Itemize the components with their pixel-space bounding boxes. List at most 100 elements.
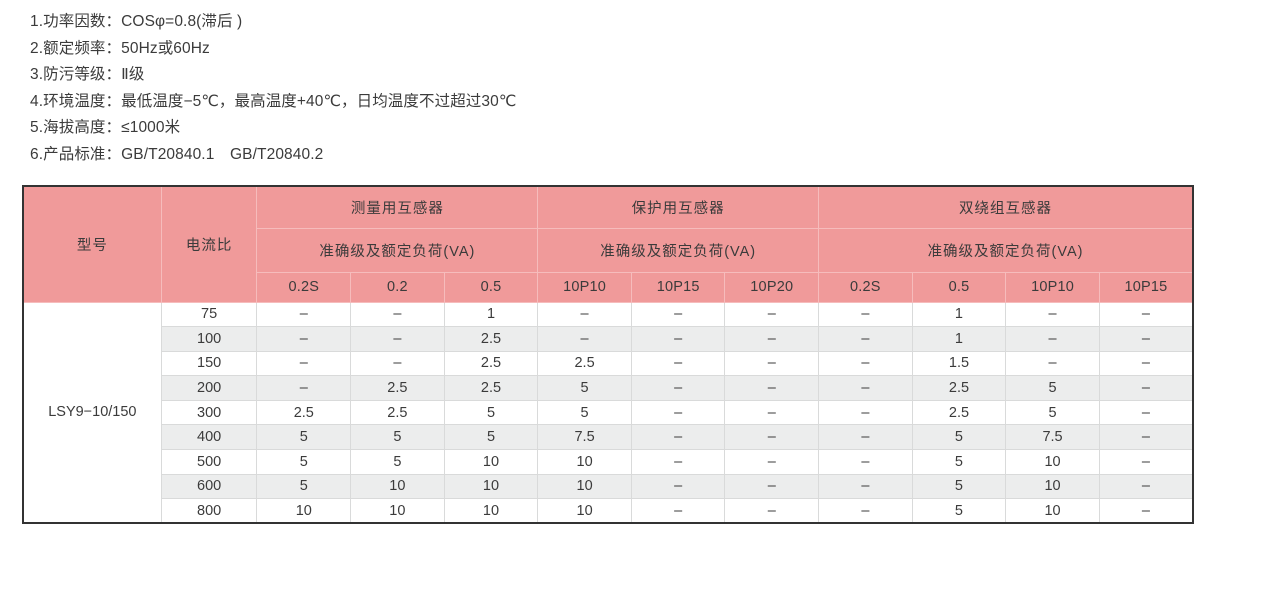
column-header-measurement-1: 0.2 <box>350 271 445 303</box>
spec-line-ambient-temperature: 4.环境温度：最低温度−5℃，最高温度+40℃，日均温度不过超过30℃ <box>30 92 517 110</box>
column-header-protection-0: 10P10 <box>537 271 632 303</box>
column-header-measurement-0: 0.2S <box>256 271 352 303</box>
cell-value: – <box>350 301 445 328</box>
cell-value: – <box>818 498 913 524</box>
cell-value: – <box>630 498 726 524</box>
cell-value: – <box>256 326 352 352</box>
group-title-dual-winding: 双绕组互感器 <box>818 185 1194 229</box>
cell-current-ratio: 75 <box>160 301 258 328</box>
spec-line-altitude: 5.海拔高度：≤1000米 <box>30 119 181 136</box>
cell-value: – <box>818 424 913 451</box>
column-header-dual-2: 10P10 <box>1005 271 1100 303</box>
cell-value: – <box>630 375 726 401</box>
cell-value: – <box>818 449 913 475</box>
cell-value: – <box>724 399 820 426</box>
cell-value: – <box>1098 399 1194 426</box>
cell-value: 10 <box>537 473 632 500</box>
column-header-dual-1: 0.5 <box>911 271 1007 303</box>
cell-value: – <box>630 350 726 377</box>
cell-value: 10 <box>537 449 632 475</box>
cell-value: – <box>724 424 820 451</box>
cell-value: – <box>1098 375 1194 401</box>
spec-line-product-standard: 6.产品标准：GB/T20840.1 GB/T20840.2 <box>30 145 324 163</box>
cell-value: 10 <box>1005 449 1100 475</box>
table-head: 型号 电流比 测量用互感器 保护用互感器 双绕组互感器 准确级及额定负荷(VA)… <box>22 185 1194 303</box>
cell-current-ratio: 200 <box>160 375 258 401</box>
cell-value: – <box>630 473 726 500</box>
cell-value: 2.5 <box>350 375 445 401</box>
group-title-measurement: 测量用互感器 <box>256 185 539 229</box>
group-subtitle-protection: 准确级及额定负荷(VA) <box>537 227 820 273</box>
parameters-table-wrapper: 型号 电流比 测量用互感器 保护用互感器 双绕组互感器 准确级及额定负荷(VA)… <box>22 185 1194 525</box>
cell-value: – <box>1098 498 1194 524</box>
cell-value: 2.5 <box>537 350 632 377</box>
column-header-dual-0: 0.2S <box>818 271 913 303</box>
cell-value: 5 <box>911 498 1007 524</box>
cell-value: – <box>537 326 632 352</box>
cell-value: – <box>350 326 445 352</box>
cell-value: – <box>724 301 820 328</box>
cell-value: 10 <box>350 498 445 524</box>
cell-value: 1 <box>911 301 1007 328</box>
cell-value: – <box>1098 473 1194 500</box>
table-row: 800 10 10 10 10– – –5 10– <box>23 498 1194 524</box>
column-header-protection-2: 10P20 <box>724 271 820 303</box>
cell-value: 10 <box>443 498 539 524</box>
cell-value: 5 <box>1005 375 1100 401</box>
cell-value: 10 <box>443 473 539 500</box>
table-row: 400 5 5 5 7.5– – –5 7.5– <box>23 424 1194 451</box>
cell-current-ratio: 150 <box>160 350 258 377</box>
cell-value: – <box>1098 449 1194 475</box>
cell-value: – <box>724 350 820 377</box>
header-model: 型号 <box>22 185 162 303</box>
group-subtitle-measurement: 准确级及额定负荷(VA) <box>256 227 539 273</box>
cell-value: – <box>724 473 820 500</box>
cell-value: – <box>1098 424 1194 451</box>
cell-value: – <box>256 350 352 377</box>
cell-value: – <box>1005 350 1100 377</box>
cell-value: – <box>630 301 726 328</box>
cell-value: 10 <box>537 498 632 524</box>
cell-value: – <box>724 449 820 475</box>
column-header-dual-3: 10P15 <box>1098 271 1194 303</box>
cell-value: – <box>1098 301 1194 328</box>
cell-value: 5 <box>256 424 352 451</box>
cell-value: – <box>1005 326 1100 352</box>
cell-value: 5 <box>911 424 1007 451</box>
cell-value: 5 <box>443 399 539 426</box>
table-row: LSY9−10/150 75– –1– – – –1– – <box>22 301 1194 524</box>
table-row: 500 5 5 10 10– – –5 10– <box>23 449 1194 475</box>
header-row-classes: 0.2S 0.2 0.5 10P10 10P15 10P20 0.2S 0.5 … <box>23 271 1194 303</box>
cell-value: – <box>630 399 726 426</box>
cell-value: 2.5 <box>443 350 539 377</box>
cell-value: – <box>818 326 913 352</box>
spec-line-power-factor: 1.功率因数：COSφ=0.8(滞后 ) <box>30 13 243 30</box>
cell-current-ratio: 600 <box>160 473 258 500</box>
table-body: LSY9−10/150 75– –1– – – –1– –100– –2.5– – – –1– –15… <box>22 301 1194 524</box>
cell-value: – <box>1005 301 1100 328</box>
group-title-protection: 保护用互感器 <box>537 185 820 229</box>
cell-value: 2.5 <box>911 375 1007 401</box>
cell-value: – <box>818 350 913 377</box>
cell-value: – <box>818 399 913 426</box>
cell-value: 5 <box>911 449 1007 475</box>
cell-model: LSY9−10/150 <box>22 301 162 524</box>
cell-value: – <box>537 301 632 328</box>
cell-value: 1 <box>911 326 1007 352</box>
cell-value: 1.5 <box>911 350 1007 377</box>
cell-current-ratio: 500 <box>160 449 258 475</box>
header-ratio: 电流比 <box>160 185 258 303</box>
cell-value: 2.5 <box>443 375 539 401</box>
cell-current-ratio: 400 <box>160 424 258 451</box>
table-row: 600 5 10 10 10– – –5 10– <box>23 473 1194 500</box>
cell-value: 5 <box>1005 399 1100 426</box>
cell-value: 2.5 <box>350 399 445 426</box>
cell-current-ratio: 300 <box>160 399 258 426</box>
cell-value: 5 <box>537 375 632 401</box>
cell-value: – <box>724 326 820 352</box>
cell-value: – <box>724 498 820 524</box>
cell-value: – <box>350 350 445 377</box>
group-subtitle-dual-winding: 准确级及额定负荷(VA) <box>818 227 1194 273</box>
cell-value: – <box>256 301 352 328</box>
cell-value: – <box>818 473 913 500</box>
